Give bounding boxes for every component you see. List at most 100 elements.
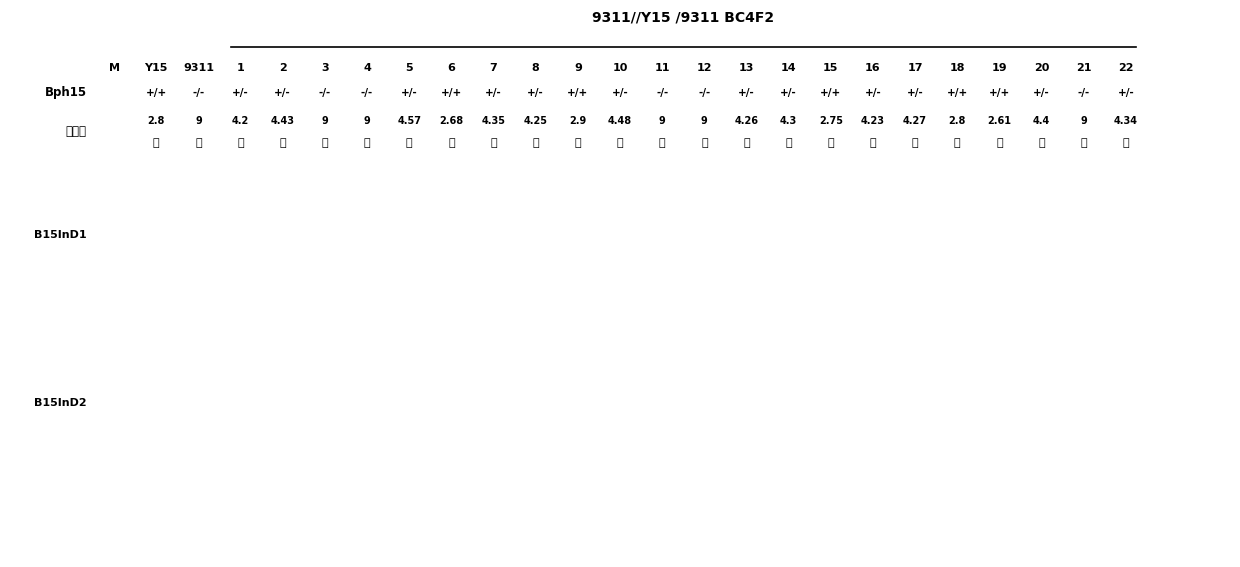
Text: -/-: -/- [361, 88, 373, 98]
Text: 抗性值: 抗性值 [66, 125, 87, 138]
Text: 抗: 抗 [153, 138, 160, 147]
Text: +/-: +/- [527, 88, 544, 98]
Text: -/-: -/- [192, 88, 205, 98]
Text: +/+: +/+ [567, 88, 589, 98]
Text: +/-: +/- [738, 88, 755, 98]
Text: 9: 9 [321, 116, 329, 126]
Text: 抗: 抗 [405, 138, 413, 147]
Text: 抗: 抗 [448, 138, 455, 147]
Text: +/-: +/- [232, 88, 249, 98]
Text: 2.9: 2.9 [569, 116, 587, 126]
Text: 3: 3 [321, 63, 329, 73]
Text: -/-: -/- [319, 88, 331, 98]
Text: 1: 1 [237, 63, 244, 73]
Text: 15: 15 [823, 63, 838, 73]
Text: 抗: 抗 [490, 138, 497, 147]
Text: 抗: 抗 [616, 138, 624, 147]
Text: 16: 16 [866, 63, 880, 73]
Text: 抗: 抗 [743, 138, 750, 147]
Text: M: M [109, 63, 119, 73]
Text: 4.26: 4.26 [734, 116, 759, 126]
Text: 9: 9 [363, 116, 371, 126]
Text: 11: 11 [655, 63, 670, 73]
Text: 7: 7 [490, 63, 497, 73]
Text: 感: 感 [321, 138, 329, 147]
Text: 2.61: 2.61 [987, 116, 1012, 126]
Text: 9: 9 [658, 116, 666, 126]
Text: B15InD1: B15InD1 [35, 230, 87, 240]
Text: 感: 感 [701, 138, 708, 147]
Text: 抗: 抗 [996, 138, 1003, 147]
Text: Bph15: Bph15 [45, 87, 87, 99]
Text: +/-: +/- [1033, 88, 1050, 98]
Text: 抗: 抗 [1038, 138, 1045, 147]
Text: +/-: +/- [864, 88, 882, 98]
Text: 4.23: 4.23 [861, 116, 885, 126]
Text: +/+: +/+ [946, 88, 968, 98]
Circle shape [786, 422, 791, 438]
Text: 6: 6 [448, 63, 455, 73]
Text: 18: 18 [950, 63, 965, 73]
Text: 9311: 9311 [184, 63, 215, 73]
Text: +/-: +/- [485, 88, 502, 98]
Text: 抗: 抗 [911, 138, 919, 147]
Text: 感: 感 [1080, 138, 1087, 147]
Text: 12: 12 [697, 63, 712, 73]
Text: 4.48: 4.48 [608, 116, 632, 126]
Text: 10: 10 [613, 63, 627, 73]
Text: 13: 13 [739, 63, 754, 73]
Text: 21: 21 [1076, 63, 1091, 73]
Text: 抗: 抗 [532, 138, 539, 147]
Text: 2.68: 2.68 [439, 116, 464, 126]
Text: 14: 14 [781, 63, 796, 73]
Text: +/+: +/+ [440, 88, 463, 98]
Text: 抗: 抗 [237, 138, 244, 147]
Text: +/-: +/- [401, 88, 418, 98]
Text: 17: 17 [908, 63, 923, 73]
Text: Y15: Y15 [145, 63, 167, 73]
Text: 2: 2 [279, 63, 286, 73]
Text: 4.3: 4.3 [780, 116, 797, 126]
Text: -/-: -/- [698, 88, 711, 98]
Text: 感: 感 [363, 138, 371, 147]
Text: 抗: 抗 [279, 138, 286, 147]
Text: 4.25: 4.25 [523, 116, 548, 126]
Text: -/-: -/- [656, 88, 668, 98]
Text: +/+: +/+ [820, 88, 842, 98]
Text: +/-: +/- [906, 88, 924, 98]
Text: 20: 20 [1034, 63, 1049, 73]
Text: +/-: +/- [611, 88, 629, 98]
Text: 抗: 抗 [785, 138, 792, 147]
Text: +/-: +/- [1117, 88, 1135, 98]
Text: B15InD2: B15InD2 [35, 398, 87, 408]
Text: -/-: -/- [1078, 88, 1090, 98]
Text: 22: 22 [1118, 63, 1133, 73]
Text: 抗: 抗 [869, 138, 877, 147]
Text: 4.4: 4.4 [1033, 116, 1050, 126]
Text: 抗: 抗 [574, 138, 582, 147]
Text: +/+: +/+ [988, 88, 1011, 98]
Text: 4.34: 4.34 [1114, 116, 1138, 126]
Text: 9: 9 [195, 116, 202, 126]
Text: 4.35: 4.35 [481, 116, 506, 126]
Text: 感: 感 [195, 138, 202, 147]
Text: 8: 8 [532, 63, 539, 73]
Circle shape [575, 421, 580, 440]
Text: 9: 9 [1080, 116, 1087, 126]
Text: 抗: 抗 [954, 138, 961, 147]
Circle shape [618, 421, 622, 440]
Text: +/-: +/- [780, 88, 797, 98]
Text: 2.8: 2.8 [949, 116, 966, 126]
Text: 2.8: 2.8 [148, 116, 165, 126]
Text: 4.57: 4.57 [397, 116, 422, 126]
Circle shape [322, 422, 327, 438]
Text: 5: 5 [405, 63, 413, 73]
Text: 2.75: 2.75 [818, 116, 843, 126]
Text: 9311//Y15 /9311 BC4F2: 9311//Y15 /9311 BC4F2 [593, 10, 774, 24]
Text: 9: 9 [701, 116, 708, 126]
Text: 19: 19 [992, 63, 1007, 73]
Text: 4.43: 4.43 [270, 116, 295, 126]
Circle shape [1081, 226, 1086, 244]
Text: 感: 感 [658, 138, 666, 147]
Text: 4.27: 4.27 [903, 116, 928, 126]
